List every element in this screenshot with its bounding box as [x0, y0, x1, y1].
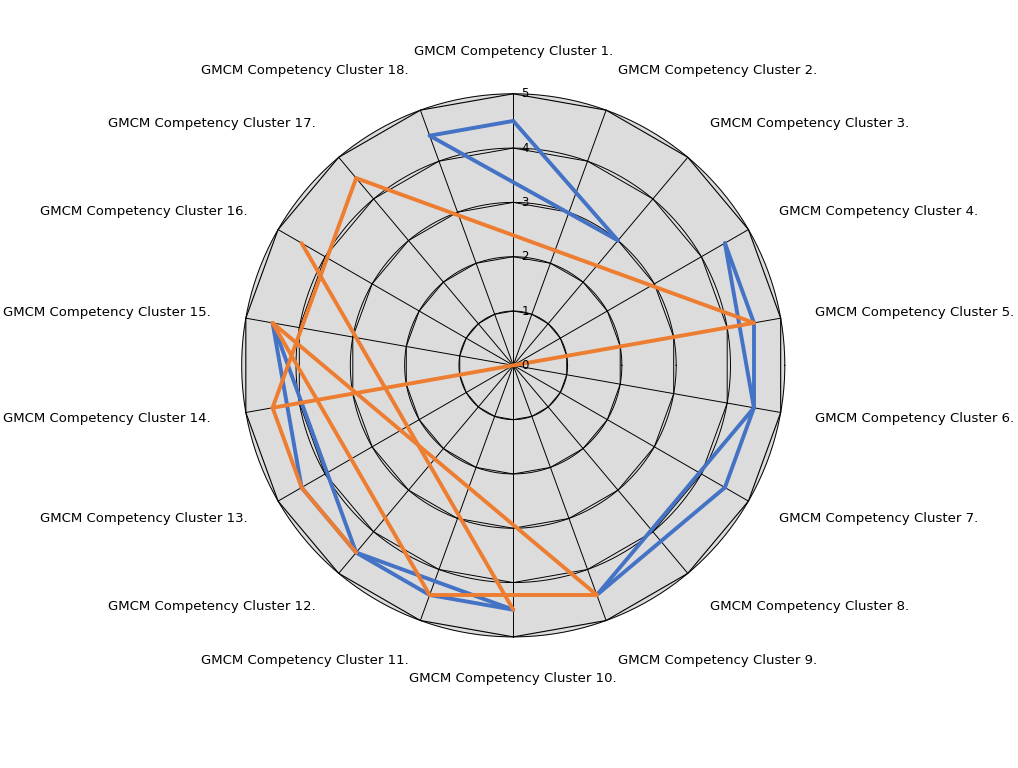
- Text: GMCM Competency Cluster 4.: GMCM Competency Cluster 4.: [779, 205, 978, 218]
- Text: GMCM Competency Cluster 9.: GMCM Competency Cluster 9.: [618, 654, 817, 667]
- Text: GMCM Competency Cluster 7.: GMCM Competency Cluster 7.: [779, 512, 978, 525]
- Text: 0: 0: [521, 359, 528, 372]
- Text: 1: 1: [521, 305, 529, 317]
- Text: GMCM Competency Cluster 10.: GMCM Competency Cluster 10.: [409, 672, 617, 685]
- Text: GMCM Competency Cluster 3.: GMCM Competency Cluster 3.: [711, 118, 910, 131]
- Text: 2: 2: [521, 250, 529, 263]
- Text: GMCM Competency Cluster 11.: GMCM Competency Cluster 11.: [201, 654, 408, 667]
- Text: GMCM Competency Cluster 17.: GMCM Competency Cluster 17.: [108, 118, 316, 131]
- Text: GMCM Competency Cluster 15.: GMCM Competency Cluster 15.: [3, 306, 211, 319]
- Text: 4: 4: [521, 141, 529, 154]
- Text: GMCM Competency Cluster 18.: GMCM Competency Cluster 18.: [201, 64, 408, 77]
- Text: 5: 5: [521, 88, 528, 101]
- Text: GMCM Competency Cluster 13.: GMCM Competency Cluster 13.: [40, 512, 247, 525]
- Text: GMCM Competency Cluster 6.: GMCM Competency Cluster 6.: [815, 412, 1015, 425]
- Circle shape: [241, 94, 785, 637]
- Text: GMCM Competency Cluster 14.: GMCM Competency Cluster 14.: [3, 412, 211, 425]
- Text: GMCM Competency Cluster 12.: GMCM Competency Cluster 12.: [108, 601, 316, 614]
- Text: GMCM Competency Cluster 2.: GMCM Competency Cluster 2.: [618, 64, 817, 77]
- Text: GMCM Competency Cluster 8.: GMCM Competency Cluster 8.: [711, 601, 910, 614]
- Text: GMCM Competency Cluster 1.: GMCM Competency Cluster 1.: [413, 45, 613, 58]
- Text: GMCM Competency Cluster 16.: GMCM Competency Cluster 16.: [40, 205, 247, 218]
- Text: GMCM Competency Cluster 5.: GMCM Competency Cluster 5.: [815, 306, 1015, 319]
- Text: 3: 3: [521, 196, 528, 209]
